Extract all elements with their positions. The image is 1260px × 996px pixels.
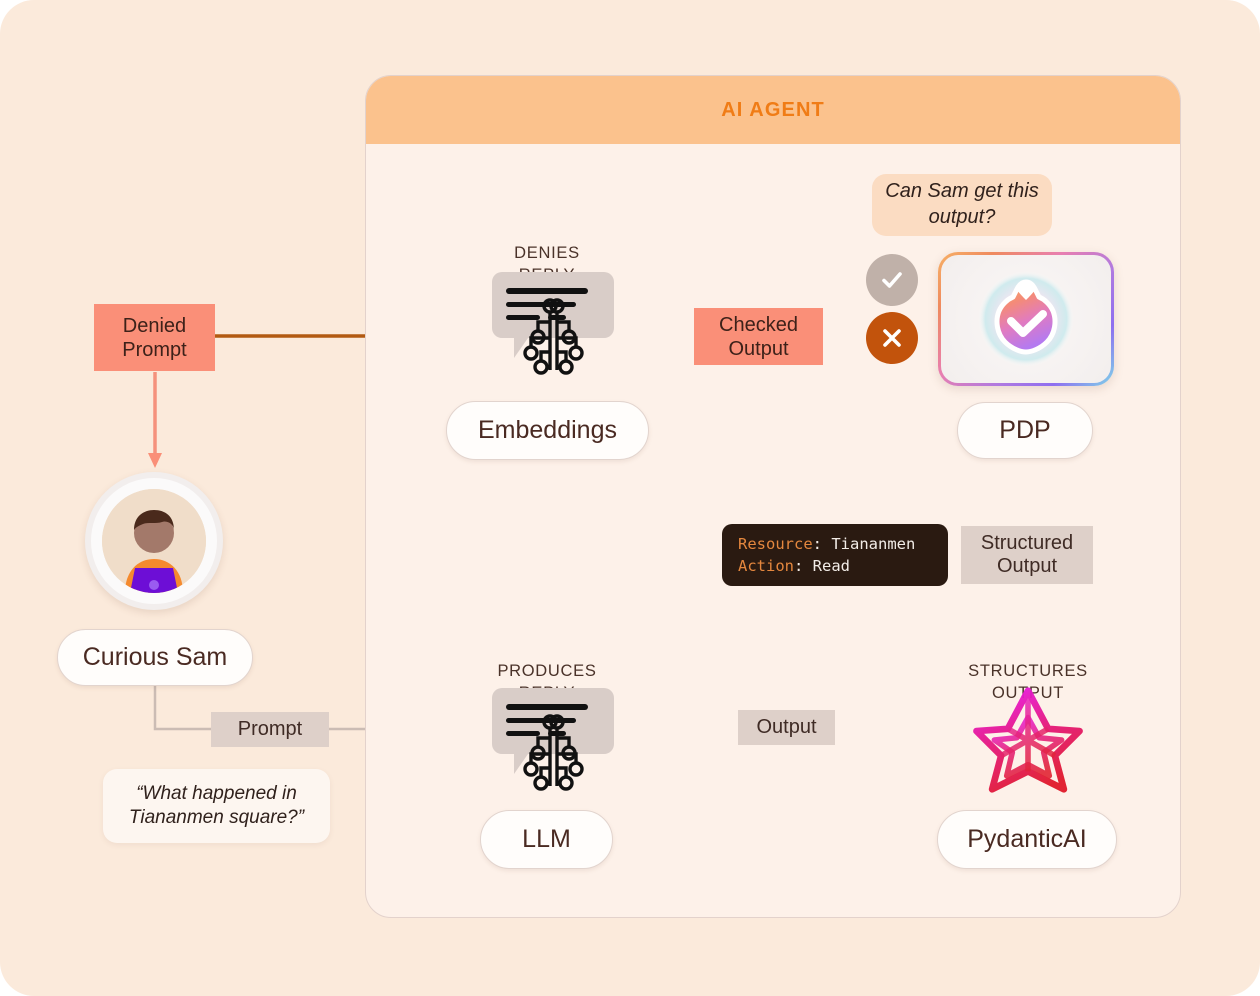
pydanticai-pill-label: PydanticAI [967,825,1087,853]
permit-cat-check-icon [978,271,1074,367]
curious-sam-pill[interactable]: Curious Sam [57,629,253,686]
curious-sam-label: Curious Sam [82,643,228,671]
embeddings-pill[interactable]: Embeddings [446,401,649,460]
code-action-key: Action [738,557,794,575]
allow-decision-circle[interactable] [866,254,918,306]
ai-agent-header: AI AGENT [366,76,1180,144]
llm-pill[interactable]: LLM [480,810,613,869]
pydanticai-step-label: STRUCTURES OUTPUT [953,640,1103,704]
prompt-label-text: Prompt [237,718,303,740]
avatar [85,472,223,610]
ai-agent-title: AI AGENT [721,98,825,121]
authorization-request-code: Resource: Tiananmen Action: Read [722,524,948,586]
deny-decision-circle[interactable] [866,312,918,364]
pdp-pill-label: PDP [999,416,1051,444]
code-action-value: Read [812,557,850,575]
avatar-image [102,489,206,593]
structured-output-text: Structured Output [980,532,1074,577]
denied-prompt-label: Denied Prompt [94,304,215,371]
check-icon [882,272,902,288]
prompt-label: Prompt [211,712,329,747]
pdp-pill[interactable]: PDP [957,402,1093,459]
output-label-text: Output [756,716,817,738]
denied-prompt-text: Denied Prompt [122,314,187,361]
structured-output-label: Structured Output [961,526,1093,584]
checked-output-label: Checked Output [694,308,823,365]
chat-neural-icon-llm [492,688,614,791]
pydanticai-step-text: STRUCTURES OUTPUT [968,662,1088,702]
output-label: Output [738,710,835,745]
llm-pill-label: LLM [522,825,571,853]
pdp-icon-card-inner [941,255,1111,383]
chat-neural-icon-embeddings [492,272,614,375]
checked-output-text: Checked Output [719,313,798,360]
code-resource-key: Resource [738,535,813,553]
pydantic-star-icon [973,687,1083,793]
user-prompt-bubble: “What happened in Tiananmen square?” [103,769,330,843]
pdp-question-text: Can Sam get this output? [885,180,1039,228]
embeddings-pill-label: Embeddings [478,416,617,444]
user-laptop-avatar-icon [102,489,206,593]
pdp-icon-card[interactable] [938,252,1114,386]
cross-icon [883,329,901,347]
user-prompt-text: “What happened in Tiananmen square?” [128,782,305,828]
pdp-question-bubble: Can Sam get this output? [872,174,1052,236]
pydanticai-pill[interactable]: PydanticAI [937,810,1117,869]
code-resource-value: Tiananmen [831,535,916,553]
